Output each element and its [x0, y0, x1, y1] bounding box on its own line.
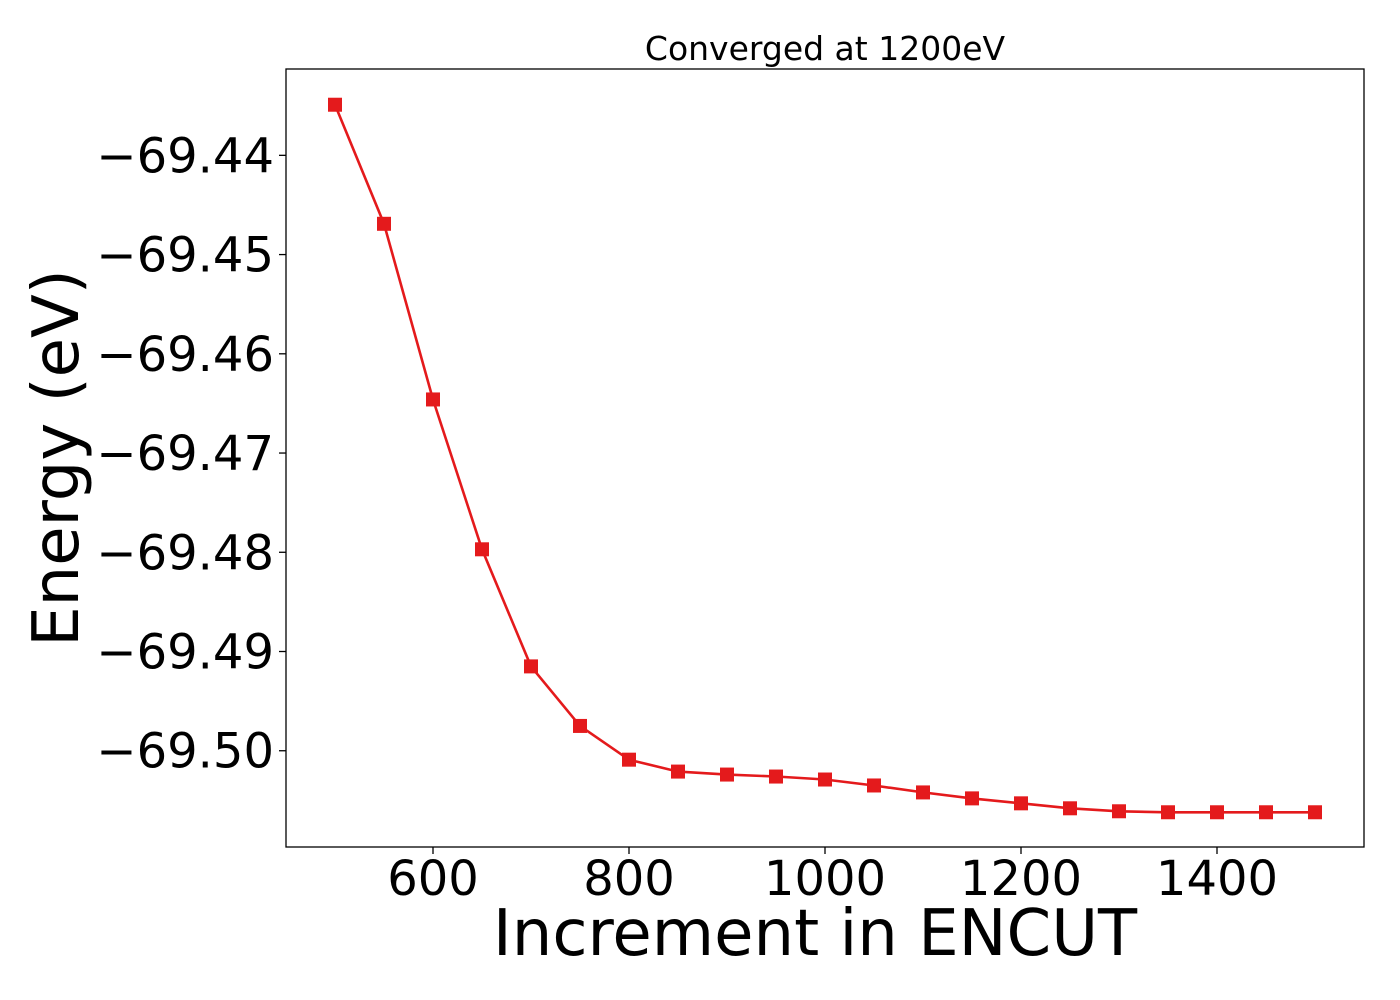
y-tick-label: −69.44 — [96, 128, 274, 184]
data-point-marker — [377, 216, 391, 231]
x-axis-ticks: 600 800 1000 1200 1400 — [387, 847, 1278, 907]
data-point-marker — [1259, 805, 1273, 820]
plot-area-frame — [285, 68, 1365, 848]
data-point-marker — [769, 769, 783, 784]
x-axis-label: Increment in ENCUT — [493, 897, 1138, 971]
y-tick-label: −69.49 — [96, 625, 274, 681]
data-point-marker — [671, 764, 685, 779]
data-point-marker — [1063, 801, 1077, 816]
data-point-marker — [965, 791, 979, 806]
x-tick-label: 800 — [583, 851, 675, 907]
data-point-marker — [867, 778, 881, 793]
y-axis-ticks: −69.44 −69.45 −69.46 −69.47 −69.48 −69.49 −69.… — [96, 128, 286, 780]
data-point-marker — [1014, 796, 1028, 811]
x-tick-label: 1400 — [1156, 851, 1278, 907]
data-point-marker — [916, 785, 930, 800]
data-point-marker — [818, 772, 832, 787]
y-tick-label: −69.47 — [96, 426, 274, 482]
data-point-marker — [426, 392, 440, 407]
chart-title: Converged at 1200eV — [645, 29, 1006, 68]
data-point-marker — [524, 659, 538, 674]
data-point-marker — [1308, 805, 1322, 820]
data-point-marker — [1161, 805, 1175, 820]
y-tick-label: −69.50 — [96, 724, 274, 780]
y-tick-label: −69.48 — [96, 525, 274, 581]
y-tick-label: −69.46 — [96, 327, 274, 383]
data-point-marker — [475, 542, 489, 557]
data-point-marker — [1210, 805, 1224, 820]
data-point-marker — [622, 752, 636, 767]
x-tick-label: 1200 — [960, 851, 1082, 907]
data-point-marker — [573, 718, 587, 733]
x-tick-label: 1000 — [764, 851, 886, 907]
y-axis-label: Energy (eV) — [20, 269, 94, 647]
y-tick-label: −69.45 — [96, 228, 274, 284]
x-tick-label: 600 — [387, 851, 479, 907]
data-point-marker — [328, 97, 342, 112]
data-point-marker — [720, 767, 734, 782]
data-point-marker — [1112, 804, 1126, 819]
series-layer — [328, 97, 1322, 820]
